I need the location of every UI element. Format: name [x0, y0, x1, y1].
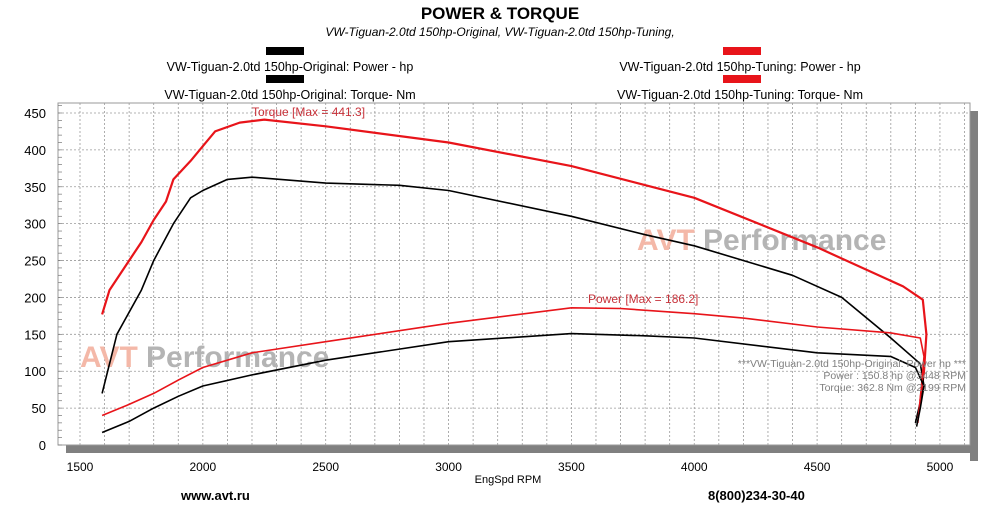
- footer-phone: 8(800)234-30-40: [708, 488, 805, 503]
- plot-area: [57, 102, 971, 446]
- x-axis-label: EngSpd RPM: [475, 474, 542, 486]
- grid-lines: [58, 103, 970, 446]
- svg-text:1500: 1500: [67, 460, 94, 474]
- plot-shadow: [66, 111, 978, 461]
- legend-tuning-power: VW-Tiguan-2.0td 150hp-Tuning: Power - hp: [619, 60, 861, 74]
- svg-text:300: 300: [24, 217, 46, 232]
- svg-text:4500: 4500: [804, 460, 831, 474]
- series-line-0: [101, 118, 928, 401]
- svg-text:2000: 2000: [189, 460, 216, 474]
- svg-text:3000: 3000: [435, 460, 462, 474]
- legend-swatch-tuning-torque: [723, 75, 761, 83]
- svg-text:450: 450: [24, 106, 46, 121]
- x-axis: 1500 2000 2500 3000 3500 4000 4500 5000: [67, 460, 954, 474]
- svg-text:5000: 5000: [927, 460, 954, 474]
- footer-website: www.avt.ru: [181, 488, 250, 503]
- svg-text:Performance: Performance: [703, 224, 886, 257]
- legend-tuning-torque: VW-Tiguan-2.0td 150hp-Tuning: Torque- Nm: [617, 88, 863, 102]
- legend-original-power: VW-Tiguan-2.0td 150hp-Original: Power - …: [166, 60, 414, 74]
- svg-text:100: 100: [24, 364, 46, 379]
- svg-text:3500: 3500: [558, 460, 585, 474]
- series-line-2: [101, 307, 925, 423]
- stats-line-1: ***VW-Tiguan-2.0td 150hp-Original: Power…: [737, 358, 966, 370]
- svg-text:350: 350: [24, 180, 46, 195]
- chart-title: POWER & TORQUE: [420, 4, 580, 23]
- svg-text:50: 50: [32, 401, 46, 416]
- svg-text:AVT: AVT: [637, 224, 695, 257]
- svg-text:150: 150: [24, 327, 46, 342]
- svg-text:2500: 2500: [312, 460, 339, 474]
- power-max-annotation: Power [Max = 186.2]: [588, 292, 698, 306]
- stats-line-2: Power : 150.8 hp @3448 RPM: [823, 370, 966, 382]
- data-series: [101, 118, 928, 434]
- legend-swatch-original-torque: [266, 75, 304, 83]
- chart-subtitle: VW-Tiguan-2.0td 150hp-Original, VW-Tigua…: [325, 25, 675, 39]
- legend-original-torque: VW-Tiguan-2.0td 150hp-Original: Torque- …: [164, 88, 416, 102]
- svg-text:200: 200: [24, 290, 46, 305]
- series-line-3: [101, 332, 925, 434]
- series-line-1: [101, 176, 925, 424]
- svg-text:0: 0: [39, 438, 46, 453]
- svg-text:4000: 4000: [681, 460, 708, 474]
- legend-swatch-tuning-power: [723, 47, 761, 55]
- svg-text:400: 400: [24, 143, 46, 158]
- svg-text:250: 250: [24, 254, 46, 269]
- torque-max-annotation: Torque [Max = 441.3]: [252, 105, 365, 119]
- y-axis: 0 50 100 150 200 250 300 350 400 450: [24, 106, 46, 453]
- legend-swatch-original-power: [266, 47, 304, 55]
- stats-line-3: Torque: 362.8 Nm @2199 RPM: [819, 382, 966, 394]
